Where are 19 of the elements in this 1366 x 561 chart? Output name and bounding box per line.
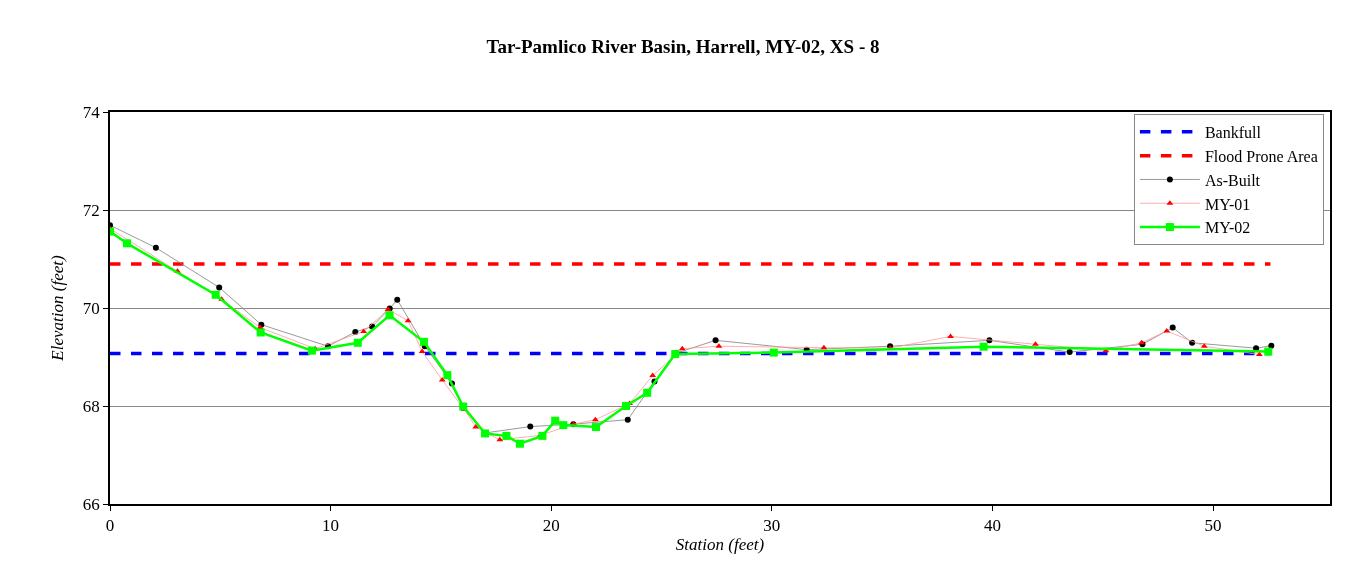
chart-title: Tar-Pamlico River Basin, Harrell, MY-02, XS - 8 — [486, 35, 880, 57]
x-tick-label: 30 — [763, 516, 781, 536]
x-tick-label: 0 — [105, 516, 115, 536]
x-tick-label: 40 — [983, 516, 1001, 536]
legend-label: Bankfull — [1204, 124, 1262, 142]
legend-label: MY-01 — [1204, 195, 1251, 213]
y-tick-label: 74 — [82, 102, 101, 122]
y-tick-label: 72 — [82, 200, 100, 220]
legend-label: MY-02 — [1204, 219, 1251, 237]
y-tick-label: 70 — [82, 298, 100, 318]
x-tick-label: 20 — [542, 516, 560, 536]
y-tick-label: 68 — [82, 396, 100, 416]
x-tick-label: 10 — [322, 516, 340, 536]
x-axis-title: Station (feet) — [675, 535, 765, 555]
y-tick-label: 66 — [82, 494, 100, 514]
x-tick-label: 50 — [1204, 516, 1222, 536]
y-axis-title: Elevation (feet) — [47, 255, 67, 362]
legend-label: As-Built — [1204, 171, 1261, 189]
legend-label: Flood Prone Area — [1204, 147, 1318, 165]
